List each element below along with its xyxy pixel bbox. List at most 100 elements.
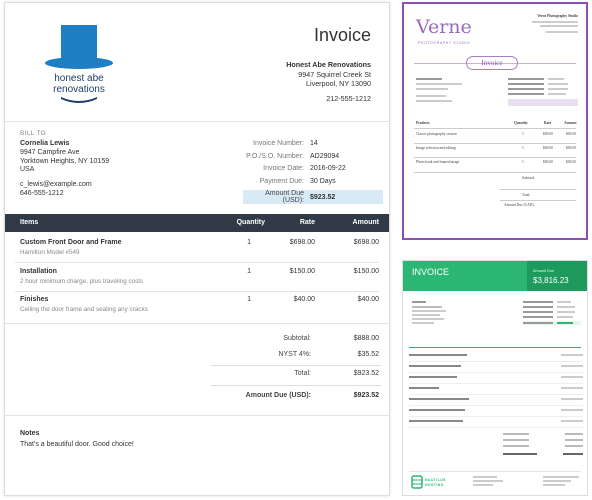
from-city: Liverpool, NY 13090 <box>306 79 371 88</box>
green-footer-contact-lines <box>543 476 579 486</box>
verne-invoice-thumbnail[interactable]: Verne PHOTOGRAPHY STUDIO Verne Photograp… <box>402 2 588 240</box>
client-city: Yorktown Heights, NY 10159 <box>20 157 110 165</box>
meta-value: AD29094 <box>310 152 340 160</box>
green-totals-lines <box>503 433 583 455</box>
totals-divider <box>211 385 381 386</box>
verne-invoice-pill: Invoice <box>466 56 518 70</box>
verne-col-amount: Amount <box>564 121 577 125</box>
green-footer-address-lines <box>473 476 503 486</box>
subtotal-label: Subtotal: <box>283 335 311 342</box>
invoice-meta: Invoice Number: 14 P.O./S.O. Number: AD290… <box>243 140 383 204</box>
verne-divider <box>414 63 576 64</box>
verne-row-rate: $00.00 <box>543 146 553 150</box>
client-email[interactable]: c_lewis@example.com <box>20 181 92 189</box>
item-rate: $698.00 <box>289 239 315 246</box>
verne-row-name: Image selection and editing <box>416 146 456 150</box>
green-client-lines <box>412 301 452 324</box>
verne-total-label: Total: <box>522 193 531 197</box>
green-table-rows <box>409 351 583 428</box>
client-country: USA <box>20 166 35 174</box>
verne-col-quantity: Quantity <box>514 121 528 125</box>
verne-row-qty: 1 <box>522 146 524 150</box>
nautilus-invoice-thumbnail[interactable]: INVOICE Amount Due $3,816.23 N <box>402 260 588 496</box>
col-amount: Amount <box>352 219 379 226</box>
verne-row-name: Photo book and framed image <box>416 160 460 164</box>
row-divider <box>15 291 379 292</box>
from-phone: 212-555-1212 <box>326 94 371 103</box>
item-desc: Ceiling the door frame and sealing any c… <box>20 306 148 313</box>
client-block: Cornelia Lewis 9947 Campfire Ave Yorktow… <box>20 140 109 199</box>
verne-row-amount: $00.00 <box>566 132 576 136</box>
table-row: Finishes Ceiling the door frame and seal… <box>5 296 389 322</box>
verne-client-lines <box>416 78 462 102</box>
meta-label: Payment Due: <box>259 177 304 185</box>
client-phone: 646-555-1212 <box>20 189 64 197</box>
verne-studio-name: Verne Photography Studio <box>537 14 578 18</box>
items-table-header: Items Quantity Rate Amount <box>5 214 389 232</box>
from-address: Honest Abe Renovations 9947 Squirrel Cre… <box>286 60 371 89</box>
client-street: 9947 Campfire Ave <box>20 148 80 156</box>
subtotal-value: $888.00 <box>353 335 379 342</box>
verne-due-label: Amount Due (CAD): <box>504 203 535 207</box>
item-rate: $150.00 <box>289 268 315 275</box>
amount-due-highlight: Amount Due (USD): $923.52 <box>243 190 383 204</box>
meta-value: 2016-09-22 <box>310 165 346 172</box>
verne-row-rate: $00.00 <box>543 160 553 164</box>
due-value: $923.52 <box>353 392 379 399</box>
main-invoice: honest abe renovations Invoice Honest Ab… <box>4 2 390 496</box>
notes-text: That's a beautiful door. Good choice! <box>20 441 134 448</box>
verne-row-amount: $00.00 <box>566 146 576 150</box>
col-rate: Rate <box>299 219 315 226</box>
green-due-value: $3,816.23 <box>533 276 569 285</box>
notes-divider <box>5 415 389 416</box>
verne-row-amount: $00.00 <box>566 160 576 164</box>
verne-brand: Verne <box>416 16 472 38</box>
meta-label: P.O./S.O. Number: <box>246 152 304 160</box>
amount-due-label: Amount Due (USD): <box>265 190 304 204</box>
total-label: Total: <box>294 370 311 377</box>
totals-divider <box>211 365 381 366</box>
green-table-header-line <box>409 347 581 348</box>
amount-due-row: Amount Due (USD): $923.52 <box>209 392 379 408</box>
verne-row-name: Classic photography session <box>416 132 457 136</box>
col-quantity: Quantity <box>236 219 265 226</box>
verne-row-line <box>414 172 576 173</box>
tax-label: NYST 4%: <box>278 351 311 358</box>
verne-row-qty: 1 <box>522 160 524 164</box>
green-footer-brand: NAUTILUS HOSTING <box>425 478 446 487</box>
verne-row-rate: $00.00 <box>543 132 553 136</box>
notes-heading: Notes <box>20 430 40 437</box>
item-qty: 1 <box>247 296 251 303</box>
verne-meta-lines <box>508 78 578 106</box>
logo-text-1: honest abe <box>54 73 104 84</box>
verne-totals-line <box>500 189 576 190</box>
items-divider <box>5 323 389 324</box>
amount-due-value: $923.52 <box>310 193 336 201</box>
verne-row-qty: 1 <box>522 132 524 136</box>
tax-value: $35.52 <box>357 351 379 358</box>
meta-value: 30 Days <box>310 177 336 185</box>
item-name: Finishes <box>20 296 49 303</box>
due-label: Amount Due (USD): <box>245 392 311 399</box>
total-row: Total: $923.52 <box>209 370 379 386</box>
item-rate: $40.00 <box>293 296 315 303</box>
top-hat-logo-icon: honest abe renovations <box>45 25 113 103</box>
meta-label: Invoice Date: <box>263 165 304 172</box>
item-amount: $40.00 <box>357 296 379 303</box>
meta-value: 14 <box>310 140 318 147</box>
table-row: Installation 2 hour minimum charge, plus… <box>5 268 389 294</box>
item-desc: Hamilton Model #549 <box>20 249 80 256</box>
green-due-label: Amount Due <box>533 269 555 273</box>
green-title: INVOICE <box>412 267 450 277</box>
header-divider <box>5 121 389 122</box>
logo-text-2: renovations <box>53 84 105 95</box>
green-meta-lines <box>523 301 581 325</box>
verne-subtotal-label: Subtotal: <box>522 176 535 180</box>
bill-to-label: BILL TO <box>20 130 46 137</box>
item-qty: 1 <box>247 268 251 275</box>
totals: Subtotal: $888.00 NYST 4%: $35.52 <box>209 335 379 367</box>
client-name: Cornelia Lewis <box>20 140 70 147</box>
nautilus-logo-icon <box>411 475 423 489</box>
total-value: $923.52 <box>353 370 379 377</box>
verne-header-line <box>414 128 576 129</box>
